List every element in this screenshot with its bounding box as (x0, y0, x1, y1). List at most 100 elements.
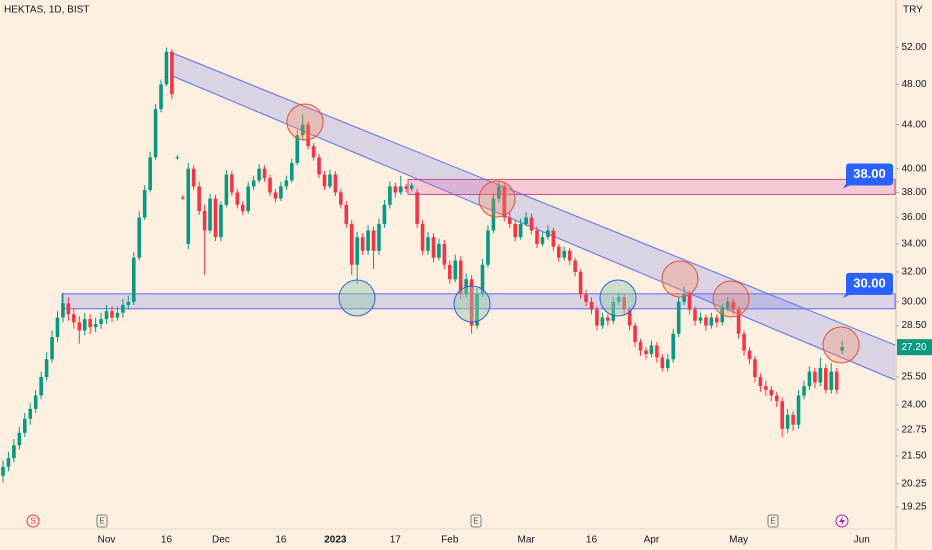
candle-body (6, 458, 11, 467)
x-tick-label: Mar (517, 535, 535, 546)
candle-body (360, 237, 365, 251)
candle-body (153, 109, 158, 158)
candle-body (33, 395, 38, 409)
candle-body (693, 309, 697, 321)
support-circle (453, 285, 491, 323)
x-tick-label: 16 (161, 535, 173, 546)
candle-body (181, 197, 185, 199)
price-label-box (846, 163, 893, 186)
candle-body (540, 237, 545, 244)
candle-body (551, 230, 556, 247)
x-tick-label: May (729, 535, 748, 546)
candle-body (398, 186, 403, 193)
candle-body (191, 168, 196, 187)
candle-body (676, 301, 681, 334)
y-tick-label: 19.25 (901, 502, 926, 513)
x-tick-label: 17 (390, 535, 402, 546)
icon-bolt (839, 516, 845, 526)
channel-fill (170, 52, 895, 380)
candle-body (709, 317, 714, 326)
candle-body (339, 192, 343, 205)
candle-body (725, 301, 730, 309)
candle-body (349, 223, 354, 265)
candle-body (110, 311, 114, 318)
candle-body (148, 157, 152, 191)
candle-body (61, 303, 65, 318)
candle-body (469, 279, 474, 326)
y-tick-label: 40.00 (901, 163, 926, 174)
last-price-box (897, 339, 932, 356)
event-marker (96, 514, 108, 528)
candle-body (556, 246, 561, 258)
candle-body (311, 146, 316, 158)
y-tick-label: 21.50 (901, 451, 926, 462)
candle-body (475, 294, 479, 326)
candle-body (121, 304, 125, 313)
candle-body (344, 204, 349, 224)
candle-body (17, 432, 22, 446)
candle-body (622, 297, 626, 310)
candle-body (300, 124, 305, 136)
candle-body (600, 317, 605, 326)
candle-body (611, 301, 616, 321)
candle-body (649, 345, 654, 355)
candle-body (44, 359, 49, 378)
touch-circle (712, 280, 750, 318)
candle-body (409, 185, 414, 189)
candle-body (202, 211, 207, 231)
candle-body (758, 377, 763, 387)
candle-body (480, 264, 485, 295)
price-label: 30.00 (853, 275, 886, 290)
candle-body (567, 250, 572, 261)
support-circle (599, 279, 637, 317)
candle-body (388, 186, 392, 205)
candle-body (393, 186, 398, 193)
candle-body (644, 350, 648, 355)
x-tick-label: Jun (854, 535, 870, 546)
y-tick-label: 36.00 (901, 212, 926, 223)
candle-body (142, 190, 147, 218)
candle-body (791, 414, 795, 425)
candle-body (72, 314, 76, 323)
event-label: E (99, 517, 104, 526)
candle-body (497, 186, 501, 199)
candle-body (39, 377, 43, 396)
candle-body (77, 322, 82, 331)
x-tick-label: 16 (586, 535, 598, 546)
touch-circle (478, 180, 516, 218)
candle-body (213, 198, 218, 238)
y-tick-label: 30.00 (901, 296, 926, 307)
candle-body (197, 186, 201, 212)
candle-body (780, 401, 785, 429)
candle-body (273, 192, 278, 199)
candle-body (170, 51, 174, 95)
candle-body (104, 311, 109, 320)
support-circle (338, 279, 376, 317)
candle-body (219, 204, 223, 238)
candle-body (535, 230, 539, 244)
candle-body (742, 333, 746, 351)
candle-body (284, 180, 289, 187)
x-tick-label: Feb (441, 535, 459, 546)
candle-body (562, 250, 567, 258)
candle-body (665, 359, 670, 369)
candle-body (115, 312, 120, 318)
candle-body (627, 309, 632, 326)
y-tick-label: 34.00 (901, 239, 926, 250)
candle-body (12, 445, 16, 459)
last-price-label: 27.20 (901, 342, 926, 353)
candle-body (322, 174, 327, 187)
candle-body (785, 414, 790, 429)
candle-body (404, 186, 409, 189)
currency: TRY (903, 5, 923, 16)
x-tick-label: Dec (212, 535, 230, 546)
y-tick-label: 24.00 (901, 400, 926, 411)
candle-body (289, 162, 294, 181)
candle-body (491, 198, 496, 231)
candle-body (448, 264, 452, 280)
candle-body (682, 294, 686, 302)
candle-body (279, 186, 283, 199)
candle-body (529, 217, 534, 231)
candle-body (306, 124, 310, 147)
touch-circle (661, 260, 699, 298)
